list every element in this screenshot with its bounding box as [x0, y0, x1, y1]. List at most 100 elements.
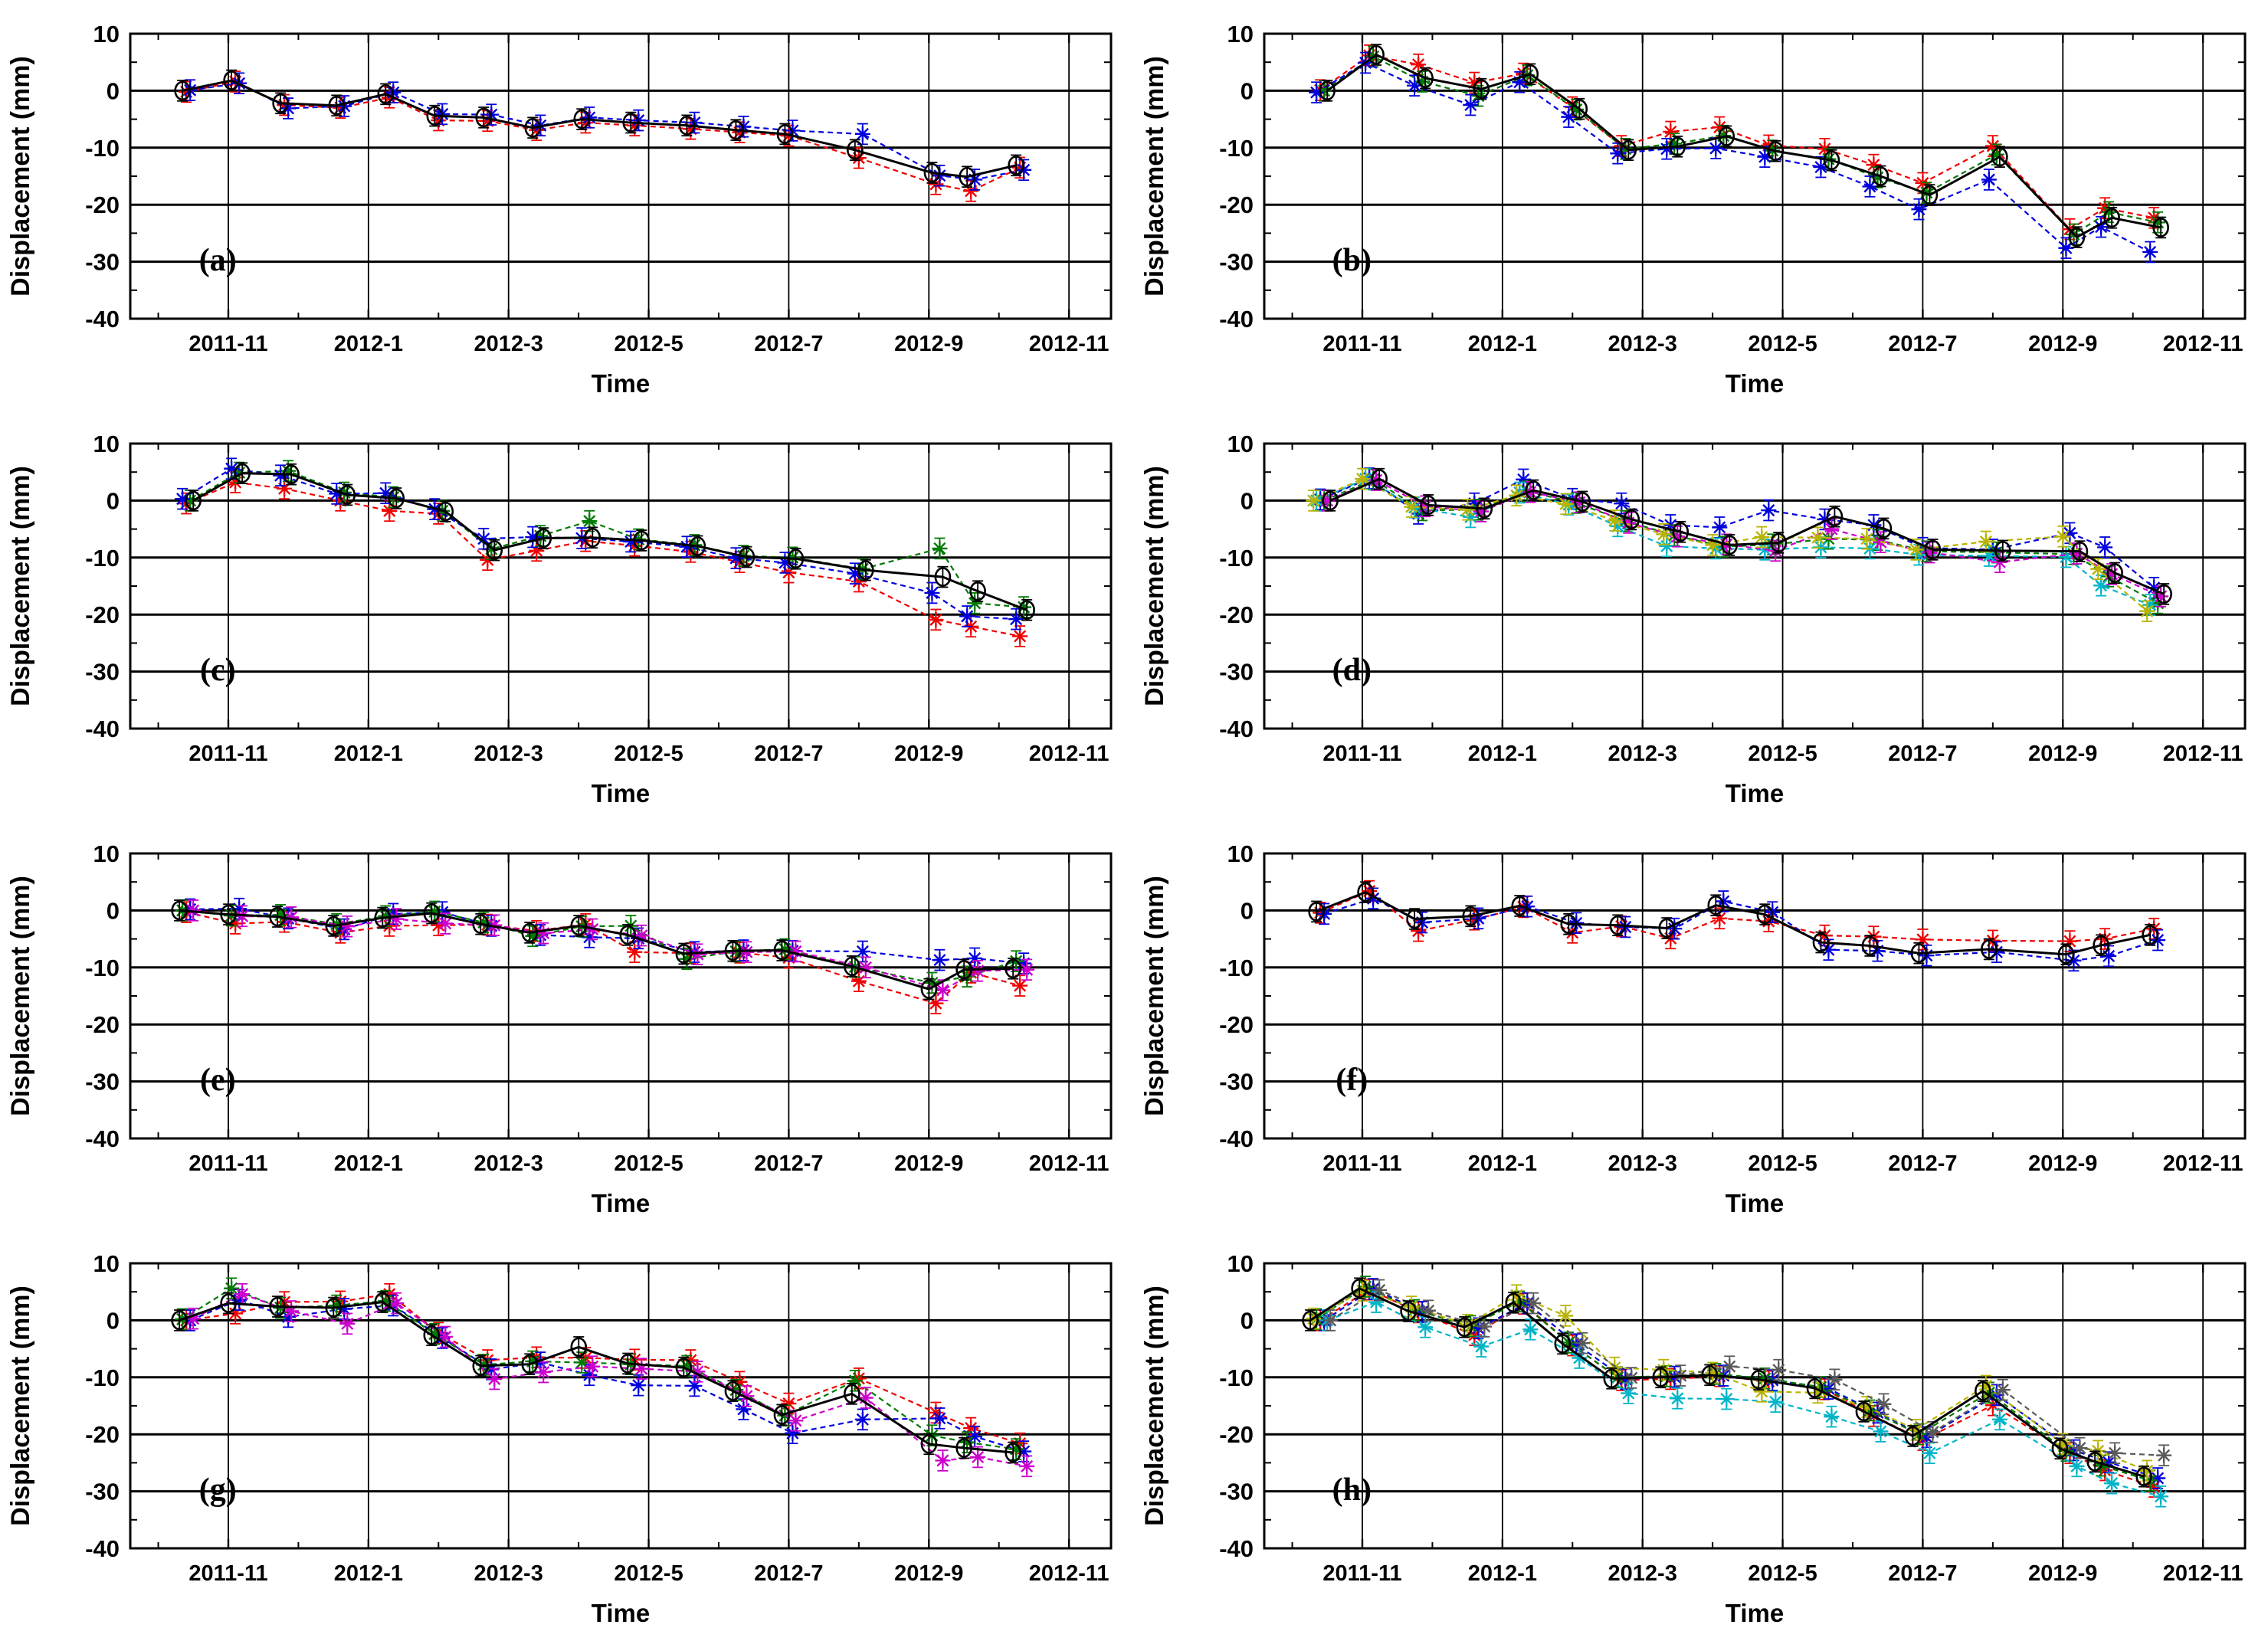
- svg-text:2012-7: 2012-7: [754, 1561, 823, 1586]
- svg-text:Displacement (mm): Displacement (mm): [1140, 466, 1169, 706]
- svg-text:0: 0: [1241, 897, 1254, 924]
- panel-f: 10 0 -10 -20 -30 -40 2011-11 2012-1 2012-3 2012-5…: [1134, 820, 2268, 1230]
- svg-text:Time: Time: [592, 1189, 650, 1217]
- svg-text:-40: -40: [85, 716, 120, 742]
- svg-text:Time: Time: [1726, 779, 1784, 807]
- svg-text:-30: -30: [1219, 1069, 1254, 1096]
- svg-text:2012-1: 2012-1: [1468, 332, 1537, 356]
- svg-text:-10: -10: [85, 955, 120, 981]
- svg-text:2012-11: 2012-11: [1029, 1561, 1109, 1586]
- svg-text:2012-9: 2012-9: [894, 1151, 963, 1176]
- svg-text:2012-3: 2012-3: [474, 1561, 543, 1586]
- chart-h: 10 0 -10 -20 -30 -40 2011-11 2012-1 2012-3 2012-5…: [1140, 1250, 2247, 1627]
- svg-text:2012-3: 2012-3: [474, 742, 543, 766]
- svg-text:2012-11: 2012-11: [2163, 332, 2243, 356]
- svg-text:0: 0: [107, 1307, 120, 1334]
- svg-text:10: 10: [1227, 1250, 1254, 1277]
- svg-text:2012-9: 2012-9: [894, 1561, 963, 1586]
- svg-text:0: 0: [107, 487, 120, 514]
- svg-text:-30: -30: [85, 249, 120, 276]
- svg-text:2012-5: 2012-5: [1748, 332, 1817, 356]
- svg-text:2012-3: 2012-3: [1608, 1561, 1677, 1586]
- svg-text:Time: Time: [592, 779, 650, 807]
- svg-text:Time: Time: [592, 1599, 650, 1627]
- svg-text:Displacement (mm): Displacement (mm): [1140, 1286, 1169, 1526]
- svg-text:Displacement (mm): Displacement (mm): [6, 466, 35, 706]
- svg-text:-20: -20: [1219, 192, 1254, 218]
- svg-text:2012-9: 2012-9: [894, 332, 963, 356]
- svg-text:-10: -10: [1219, 1364, 1254, 1391]
- svg-text:-30: -30: [85, 1069, 120, 1096]
- chart-g: 10 0 -10 -20 -30 -40 2011-11 2012-1 2012-3 2012-5…: [6, 1250, 1113, 1627]
- svg-text:-20: -20: [85, 192, 120, 218]
- svg-text:10: 10: [93, 21, 120, 47]
- svg-text:2012-11: 2012-11: [1029, 1151, 1109, 1176]
- svg-text:2011-11: 2011-11: [188, 1561, 267, 1586]
- svg-text:2011-11: 2011-11: [188, 332, 267, 356]
- svg-text:Time: Time: [1726, 369, 1784, 398]
- svg-text:2012-7: 2012-7: [754, 742, 823, 766]
- svg-text:-40: -40: [85, 1125, 120, 1152]
- svg-text:2012-3: 2012-3: [474, 332, 543, 356]
- svg-text:2012-7: 2012-7: [754, 332, 823, 356]
- svg-text:(f): (f): [1336, 1063, 1368, 1098]
- svg-text:2012-7: 2012-7: [1888, 1561, 1957, 1586]
- svg-text:10: 10: [93, 840, 120, 867]
- svg-text:10: 10: [93, 1250, 120, 1277]
- svg-text:2012-5: 2012-5: [614, 742, 683, 766]
- svg-text:2012-1: 2012-1: [334, 742, 403, 766]
- svg-text:10: 10: [1227, 431, 1254, 457]
- svg-text:-40: -40: [1219, 1125, 1254, 1152]
- svg-text:Time: Time: [592, 369, 650, 398]
- svg-text:2012-11: 2012-11: [2163, 742, 2243, 766]
- svg-text:2011-11: 2011-11: [1322, 742, 1401, 766]
- svg-text:-20: -20: [85, 601, 120, 628]
- svg-text:-20: -20: [85, 1011, 120, 1038]
- svg-text:(g): (g): [199, 1472, 237, 1508]
- svg-text:(a): (a): [199, 243, 237, 278]
- svg-text:2012-3: 2012-3: [1608, 1151, 1677, 1176]
- svg-text:2011-11: 2011-11: [1322, 1151, 1401, 1176]
- svg-text:2012-7: 2012-7: [1888, 1151, 1957, 1176]
- svg-text:2012-3: 2012-3: [474, 1151, 543, 1176]
- svg-text:-40: -40: [1219, 306, 1254, 332]
- svg-text:(e): (e): [200, 1063, 236, 1098]
- svg-text:-20: -20: [1219, 1011, 1254, 1038]
- svg-text:Displacement (mm): Displacement (mm): [1140, 876, 1169, 1116]
- svg-text:-10: -10: [1219, 135, 1254, 162]
- svg-text:2012-1: 2012-1: [1468, 742, 1537, 766]
- svg-text:2012-9: 2012-9: [2028, 742, 2097, 766]
- svg-text:2012-1: 2012-1: [334, 332, 403, 356]
- chart-b: 10 0 -10 -20 -30 -40 2011-11 2012-1 2012-3 2012-5…: [1140, 21, 2247, 398]
- svg-text:-20: -20: [1219, 601, 1254, 628]
- svg-text:-20: -20: [1219, 1421, 1254, 1448]
- svg-text:Displacement (mm): Displacement (mm): [6, 56, 35, 296]
- svg-text:2012-5: 2012-5: [614, 1151, 683, 1176]
- panel-g: 10 0 -10 -20 -30 -40 2011-11 2012-1 2012-3 2012-5…: [0, 1230, 1134, 1639]
- chart-f: 10 0 -10 -20 -30 -40 2011-11 2012-1 2012-3 2012-5…: [1140, 840, 2247, 1217]
- svg-text:2012-9: 2012-9: [2028, 1151, 2097, 1176]
- svg-text:(c): (c): [200, 653, 236, 688]
- svg-text:(b): (b): [1332, 243, 1372, 278]
- svg-text:-10: -10: [1219, 545, 1254, 572]
- panel-e: 10 0 -10 -20 -30 -40 2011-11 2012-1 2012-3 2012-5…: [0, 820, 1134, 1230]
- svg-text:2012-11: 2012-11: [2163, 1561, 2243, 1586]
- svg-text:-40: -40: [85, 306, 120, 332]
- svg-text:2012-7: 2012-7: [1888, 332, 1957, 356]
- svg-text:2012-11: 2012-11: [2163, 1151, 2243, 1176]
- chart-d: 10 0 -10 -20 -30 -40 2011-11 2012-1 2012-3 2012-5…: [1140, 431, 2247, 807]
- svg-text:2012-1: 2012-1: [334, 1151, 403, 1176]
- panel-b: 10 0 -10 -20 -30 -40 2011-11 2012-1 2012-3 2012-5…: [1134, 0, 2268, 410]
- panel-c: 10 0 -10 -20 -30 -40 2011-11 2012-1 2012-3 2012-5…: [0, 410, 1134, 820]
- svg-text:-10: -10: [1219, 955, 1254, 981]
- svg-text:-20: -20: [85, 1421, 120, 1448]
- svg-text:Time: Time: [1726, 1599, 1784, 1627]
- svg-text:-30: -30: [1219, 249, 1254, 276]
- svg-text:-10: -10: [85, 135, 120, 162]
- svg-text:10: 10: [1227, 840, 1254, 867]
- svg-text:2012-9: 2012-9: [2028, 332, 2097, 356]
- svg-text:2011-11: 2011-11: [188, 1151, 267, 1176]
- svg-text:-10: -10: [85, 545, 120, 572]
- chart-e: 10 0 -10 -20 -30 -40 2011-11 2012-1 2012-3 2012-5…: [6, 840, 1113, 1217]
